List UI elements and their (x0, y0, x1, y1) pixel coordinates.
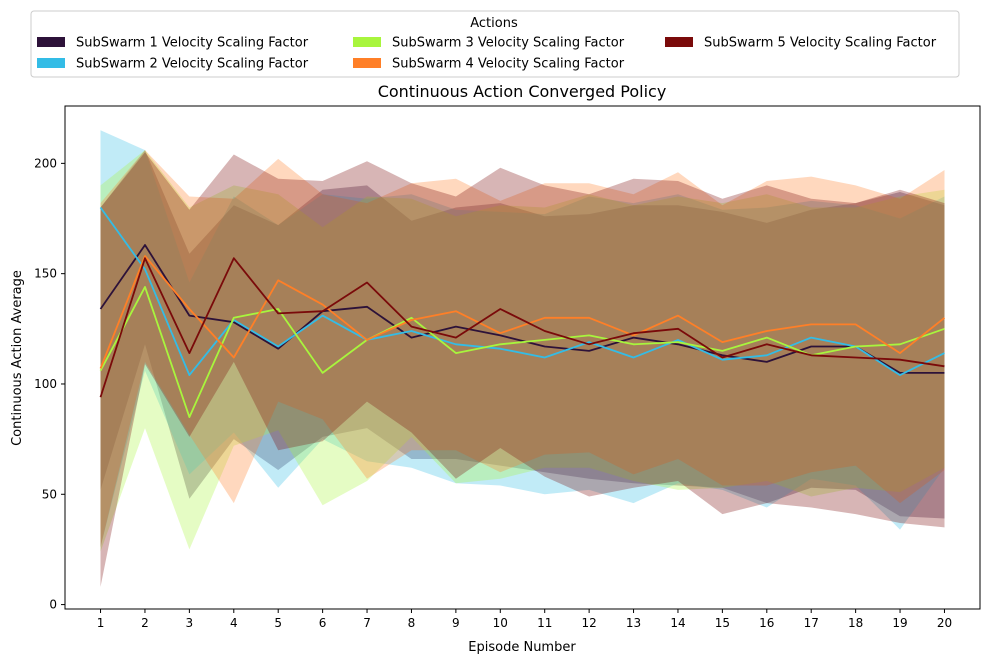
x-tick-label: 17 (804, 616, 819, 630)
x-tick-label: 5 (274, 616, 282, 630)
x-tick-label: 3 (186, 616, 194, 630)
legend-label-4: SubSwarm 4 Velocity Scaling Factor (392, 57, 625, 72)
series-line-5 (99, 257, 945, 398)
x-tick-label: 12 (581, 616, 596, 630)
legend-swatch-1 (37, 37, 65, 47)
y-tick-label: 200 (34, 156, 57, 170)
x-tick-label: 6 (319, 616, 327, 630)
x-tick-label: 2 (141, 616, 149, 630)
legend-label-2: SubSwarm 2 Velocity Scaling Factor (76, 57, 309, 72)
legend-items: SubSwarm 1 Velocity Scaling Factor SubSwa… (37, 36, 937, 72)
legend-title: Actions (470, 16, 518, 31)
plot-frame (64, 105, 981, 610)
series-lines (99, 206, 946, 419)
legend-label-3: SubSwarm 3 Velocity Scaling Factor (392, 36, 625, 51)
y-tick-label: 50 (42, 487, 57, 501)
y-tick-label: 0 (49, 598, 57, 612)
legend-label-1: SubSwarm 1 Velocity Scaling Factor (76, 36, 309, 51)
x-tick-label: 14 (670, 616, 685, 630)
confidence-bands (100, 130, 945, 587)
series-band-1 (100, 150, 945, 519)
x-tick-label: 18 (848, 616, 863, 630)
series-line-4 (99, 255, 946, 369)
x-tick-label: 11 (537, 616, 552, 630)
legend: Actions SubSwarm 1 Velocity Scaling Fact… (30, 10, 960, 78)
y-tick-label: 150 (34, 267, 57, 281)
x-tick-label: 8 (408, 616, 416, 630)
x-tick-label: 16 (759, 616, 774, 630)
x-tick-label: 7 (363, 616, 371, 630)
x-tick-label: 15 (715, 616, 730, 630)
series-line-1 (99, 244, 945, 374)
series-band-3 (100, 150, 945, 552)
legend-frame (30, 10, 960, 78)
legend-swatch-5 (665, 37, 693, 47)
x-axis: 1 2 3 4 5 6 7 8 9 10 11 12 13 14 15 16 17 18 19 20 (97, 609, 952, 630)
legend-label-5: SubSwarm 5 Velocity Scaling Factor (704, 36, 937, 51)
series-band-5 (100, 152, 945, 587)
x-tick-label: 20 (937, 616, 952, 630)
x-axis-label: Episode Number (468, 640, 576, 655)
x-tick-label: 1 (97, 616, 105, 630)
y-tick-label: 100 (34, 377, 57, 391)
series-line-2 (99, 206, 945, 377)
x-tick-label: 9 (452, 616, 460, 630)
x-tick-label: 4 (230, 616, 238, 630)
x-tick-label: 10 (493, 616, 508, 630)
series-line-3 (99, 285, 945, 419)
x-tick-label: 19 (892, 616, 907, 630)
legend-swatch-4 (353, 58, 381, 68)
x-tick-label: 13 (626, 616, 641, 630)
y-axis-label: Continuous Action Average (10, 270, 25, 446)
series-band-4 (100, 150, 945, 548)
y-axis: 0 50 100 150 200 (34, 156, 65, 612)
chart-title: Continuous Action Converged Policy (378, 82, 667, 101)
series-band-2 (100, 130, 945, 548)
legend-swatch-3 (353, 37, 381, 47)
legend-swatch-2 (37, 58, 65, 68)
